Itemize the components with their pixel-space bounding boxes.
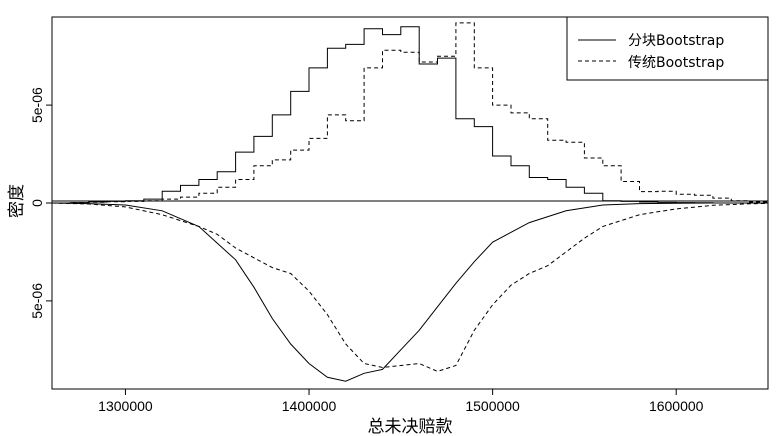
y-tick-label-1: 0 [29, 199, 45, 207]
legend-box [566, 16, 769, 81]
series-1-histogram-dashed [52, 22, 769, 204]
y-axis: 5e-06 0 5e-06 [29, 87, 52, 319]
legend-label-traditional: 传统Bootstrap [628, 55, 724, 71]
x-tick-label-2: 1500000 [465, 398, 520, 414]
x-axis: 1300000 1400000 1500000 1600000 [98, 389, 704, 414]
y-tick-label-2: 5e-06 [29, 283, 45, 319]
legend: 分块Bootstrap 传统Bootstrap [566, 16, 769, 81]
x-tick-label-3: 1600000 [649, 398, 704, 414]
legend-label-block: 分块Bootstrap [628, 33, 724, 49]
series-3-mirrored-density-dashed [51, 202, 769, 372]
y-tick-label-0: 5e-06 [29, 87, 45, 123]
x-tick-label-1: 1400000 [282, 398, 337, 414]
series-2-mirrored-density-solid [51, 202, 768, 382]
y-axis-title: 密度 [7, 184, 27, 218]
x-axis-title: 总未决赔款 [368, 417, 453, 436]
x-tick-label-0: 1300000 [98, 398, 153, 414]
